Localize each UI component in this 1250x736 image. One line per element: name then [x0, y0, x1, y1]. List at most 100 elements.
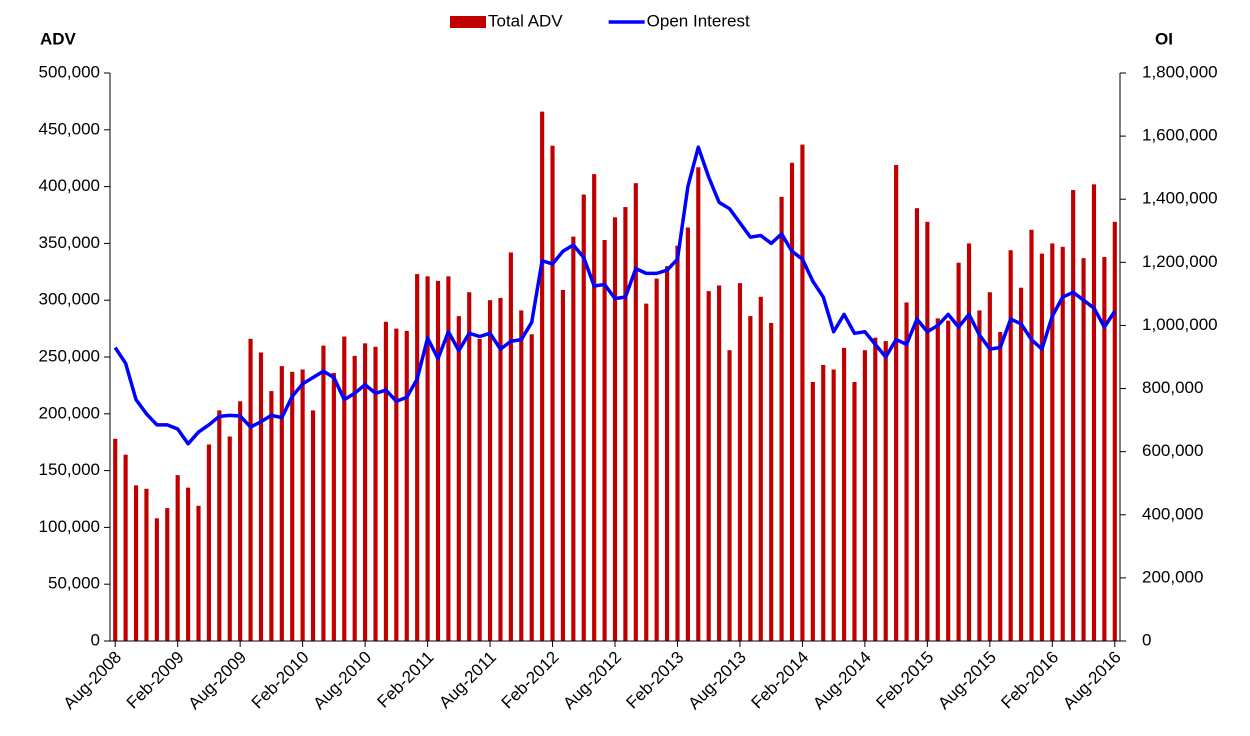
y2-tick-label: 600,000 — [1142, 441, 1203, 460]
bar — [654, 278, 659, 641]
bar — [779, 196, 784, 641]
bar — [310, 410, 316, 641]
legend-label: Total ADV — [488, 11, 563, 30]
bar — [133, 485, 139, 641]
bar — [540, 111, 545, 641]
bar — [435, 280, 441, 641]
bar — [363, 343, 368, 641]
bar — [238, 401, 243, 641]
bar — [925, 221, 930, 642]
x-tick-label: Feb-2010 — [248, 648, 313, 713]
bar — [529, 334, 534, 641]
bar — [977, 310, 982, 641]
bar — [206, 444, 211, 641]
bar — [904, 302, 909, 641]
y2-tick-label: 800,000 — [1142, 378, 1203, 397]
bar — [737, 283, 743, 641]
bar — [831, 369, 836, 641]
x-tick-label: Aug-2009 — [185, 648, 251, 714]
y2-tick-label: 200,000 — [1142, 567, 1203, 586]
y-tick-label: 150,000 — [39, 460, 100, 479]
bar — [165, 508, 170, 641]
y-tick-label: 300,000 — [39, 290, 100, 309]
bar — [852, 381, 857, 641]
bar — [644, 303, 649, 641]
bar — [269, 391, 274, 641]
y-tick-label: 250,000 — [39, 346, 100, 365]
y-axis-title: ADV — [40, 29, 77, 48]
bar — [477, 338, 482, 641]
bar — [1019, 287, 1024, 641]
bar — [841, 347, 847, 641]
bar — [248, 338, 253, 641]
x-tick-label: Aug-2015 — [934, 648, 1000, 714]
y-tick-label: 0 — [91, 630, 100, 649]
y2-tick-label: 400,000 — [1142, 504, 1203, 523]
bar — [258, 352, 264, 641]
legend-label: Open Interest — [647, 11, 750, 30]
x-tick-label: Aug-2014 — [809, 648, 875, 714]
y-tick-label: 450,000 — [39, 119, 100, 138]
bar — [966, 243, 972, 641]
bar — [914, 208, 920, 641]
bar — [696, 167, 701, 641]
y2-tick-label: 1,600,000 — [1142, 126, 1218, 145]
bar — [1039, 253, 1044, 641]
bar — [1112, 221, 1117, 642]
y2-tick-label: 1,800,000 — [1142, 62, 1218, 81]
bar — [1091, 184, 1097, 641]
bar — [456, 316, 461, 641]
y2-axis-title: OI — [1155, 29, 1173, 48]
x-tick-label: Aug-2012 — [559, 648, 625, 714]
bar — [581, 194, 586, 641]
x-tick-label: Feb-2011 — [374, 648, 438, 712]
bar — [706, 291, 711, 641]
legend-swatch — [450, 16, 486, 28]
bar — [998, 332, 1003, 641]
bar — [1071, 190, 1076, 641]
x-tick-label: Feb-2014 — [748, 648, 813, 713]
bar — [571, 236, 576, 642]
bar — [487, 300, 493, 641]
bar — [935, 318, 940, 641]
bar — [810, 381, 815, 641]
bar — [789, 162, 795, 641]
y2-tick-label: 1,200,000 — [1142, 252, 1218, 271]
y-tick-label: 100,000 — [39, 517, 100, 536]
bar — [467, 292, 472, 641]
x-tick-label: Aug-2013 — [684, 648, 750, 714]
bar — [331, 372, 336, 641]
bar — [821, 364, 826, 641]
y2-tick-label: 1,000,000 — [1142, 315, 1218, 334]
bar — [862, 350, 867, 641]
bar — [946, 320, 951, 641]
bar — [602, 239, 607, 641]
y-tick-label: 400,000 — [39, 176, 100, 195]
bar — [883, 341, 888, 641]
bar — [873, 337, 878, 641]
bar — [519, 310, 524, 641]
bar — [727, 350, 732, 641]
bar — [290, 371, 295, 641]
bar — [154, 518, 159, 641]
bar — [800, 144, 805, 641]
bar — [1081, 258, 1086, 641]
bar — [685, 227, 690, 641]
bar — [664, 266, 670, 641]
bar — [352, 355, 357, 641]
bar — [425, 276, 430, 641]
bar — [1029, 229, 1034, 641]
bar — [717, 285, 722, 641]
bar — [508, 252, 513, 641]
bar — [675, 245, 680, 641]
bar — [748, 316, 753, 641]
bar — [987, 292, 992, 641]
bar — [592, 174, 597, 641]
x-tick-label: Aug-2016 — [1059, 648, 1125, 714]
bar — [498, 297, 503, 641]
bar — [446, 276, 451, 641]
line — [113, 145, 1117, 446]
y-tick-label: 50,000 — [48, 574, 100, 593]
bar — [227, 436, 232, 641]
